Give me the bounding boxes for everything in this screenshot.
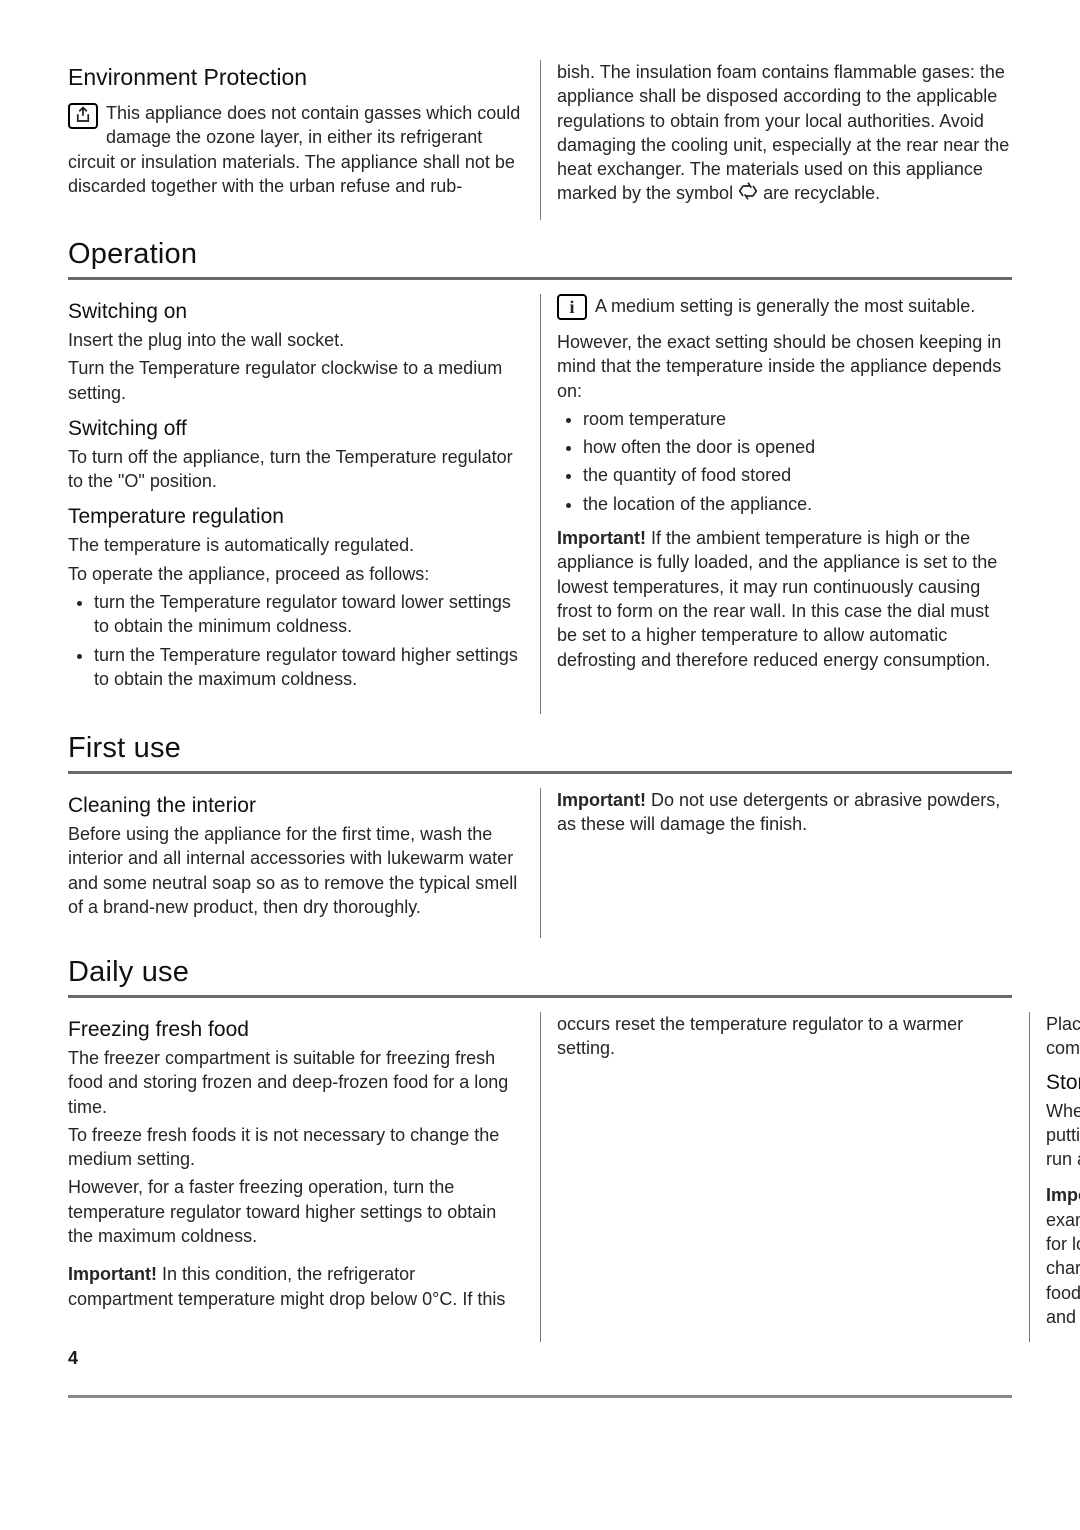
divider xyxy=(68,771,1012,774)
list-item: turn the Temperature regulator toward hi… xyxy=(94,643,523,692)
list-item: the quantity of food stored xyxy=(583,463,1012,487)
storage-heading: Storage of frozen food xyxy=(1046,1071,1080,1095)
recycle-box-icon xyxy=(68,103,98,129)
important-text: If the ambient temperature is high or th… xyxy=(557,528,997,669)
daily-use-heading: Daily use xyxy=(68,956,1012,989)
freezing-p2: To freeze fresh foods it is not necessar… xyxy=(68,1123,523,1172)
important-label: Important! xyxy=(557,790,646,810)
operation-heading: Operation xyxy=(68,238,1012,271)
important-label: Important! xyxy=(557,528,646,548)
info-icon: i xyxy=(557,294,587,320)
switching-off-heading: Switching off xyxy=(68,417,523,441)
page-number: 4 xyxy=(68,1348,1012,1369)
info-callout: i A medium setting is generally the most… xyxy=(557,294,1012,320)
recycle-icon xyxy=(738,181,758,207)
freezing-heading: Freezing fresh food xyxy=(68,1018,523,1042)
info-text: A medium setting is generally the most s… xyxy=(595,296,975,316)
info-following: However, the exact setting should be cho… xyxy=(557,330,1012,403)
cleaning-heading: Cleaning the interior xyxy=(68,794,523,818)
storage-important: Important! In the event of accidental de… xyxy=(1046,1183,1080,1329)
environment-text-right: bish. The insulation foam contains flamm… xyxy=(557,60,1012,208)
manual-page: Environment Protection This appliance do… xyxy=(0,0,1080,1530)
environment-text-left: This appliance does not contain gasses w… xyxy=(68,101,523,198)
divider xyxy=(68,995,1012,998)
list-item: turn the Temperature regulator toward lo… xyxy=(94,590,523,639)
switch-on-line-1: Insert the plug into the wall socket. xyxy=(68,328,523,352)
temp-reg-intro-1: The temperature is automatically regulat… xyxy=(68,533,523,557)
list-item: room temperature xyxy=(583,407,1012,431)
switch-off-text: To turn off the appliance, turn the Temp… xyxy=(68,445,523,494)
important-label: Important! xyxy=(1046,1185,1080,1205)
place-text: Place the fresh food to be frozen on the… xyxy=(1046,1012,1080,1061)
operation-section: Switching on Insert the plug into the wa… xyxy=(68,294,1012,714)
first-use-heading: First use xyxy=(68,732,1012,765)
list-item: the location of the appliance. xyxy=(583,492,1012,516)
environment-section: Environment Protection This appliance do… xyxy=(68,60,1012,220)
important-text: In the event of accidental defrosting, f… xyxy=(1046,1185,1080,1326)
cleaning-text: Before using the appliance for the first… xyxy=(68,822,523,919)
daily-use-section: Freezing fresh food The freezer compartm… xyxy=(68,1012,1012,1342)
important-label: Important! xyxy=(68,1264,157,1284)
first-use-section: Cleaning the interior Before using the a… xyxy=(68,788,1012,938)
temp-reg-heading: Temperature regulation xyxy=(68,505,523,529)
footer-divider xyxy=(68,1395,1012,1398)
info-list: room temperature how often the door is o… xyxy=(557,407,1012,516)
temp-reg-intro-2: To operate the appliance, proceed as fol… xyxy=(68,562,523,586)
first-use-important: Important! Do not use detergents or abra… xyxy=(557,788,1012,837)
environment-heading: Environment Protection xyxy=(68,64,523,91)
freezing-p1: The freezer compartment is suitable for … xyxy=(68,1046,523,1119)
switching-on-heading: Switching on xyxy=(68,300,523,324)
divider xyxy=(68,277,1012,280)
temp-reg-list: turn the Temperature regulator toward lo… xyxy=(68,590,523,691)
list-item: how often the door is opened xyxy=(583,435,1012,459)
storage-p1: When first starting-up or after a period… xyxy=(1046,1099,1080,1172)
freezing-p3: However, for a faster freezing operation… xyxy=(68,1175,523,1248)
operation-important: Important! If the ambient temperature is… xyxy=(557,526,1012,672)
environment-para-right-2: are recyclable. xyxy=(763,183,880,203)
environment-para-left: This appliance does not contain gasses w… xyxy=(68,103,520,196)
switch-on-line-2: Turn the Temperature regulator clockwise… xyxy=(68,356,523,405)
